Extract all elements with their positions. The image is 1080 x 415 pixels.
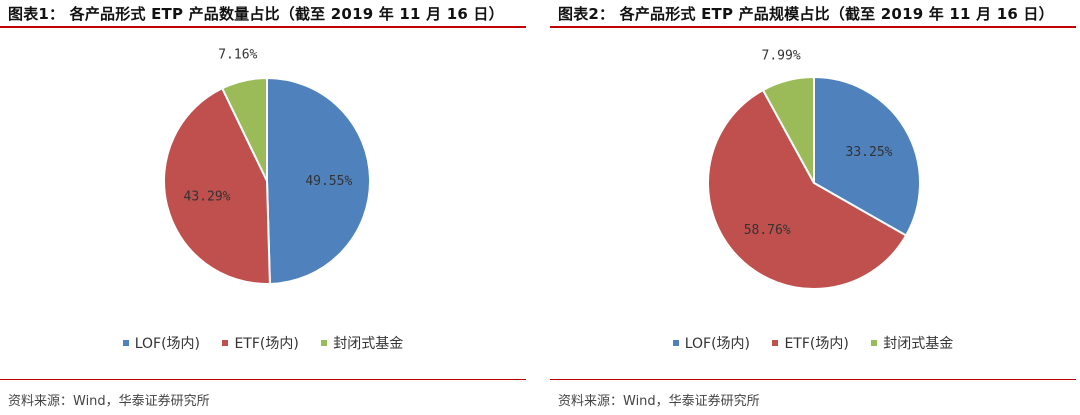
legend: LOF(场内) ETF(场内) 封闭式基金 — [550, 333, 1076, 353]
legend-label: ETF(场内) — [784, 336, 849, 352]
chart-title: 图表2： 各产品形式 ETP 产品规模占比（截至 2019 年 11 月 16 … — [558, 5, 1054, 23]
data-label: 49.55% — [305, 174, 352, 189]
legend-label: 封闭式基金 — [883, 336, 954, 352]
legend-item-closed-fund: 封闭式基金 — [321, 333, 403, 353]
legend-item-lof: LOF(场内) — [672, 333, 750, 353]
pie-chart: 49.55% 43.29% 7.16% — [163, 48, 372, 285]
legend-label: LOF(场内) — [134, 336, 200, 352]
legend-marker-green — [871, 340, 878, 346]
data-label: 7.16% — [218, 48, 257, 63]
pie-slice-etf — [707, 88, 908, 290]
pie-slice-lof — [813, 75, 921, 237]
legend-marker-red — [222, 340, 229, 346]
source-rule — [0, 379, 526, 380]
chart-panel-1: 图表1： 各产品形式 ETP 产品数量占比（截至 2019 年 11 月 16 … — [0, 0, 526, 415]
chart-panel-2: 图表2： 各产品形式 ETP 产品规模占比（截至 2019 年 11 月 16 … — [550, 0, 1076, 415]
data-label: 7.99% — [762, 49, 801, 64]
legend-item-etf: ETF(场内) — [772, 333, 849, 353]
title-rule — [0, 26, 526, 28]
data-label: 43.29% — [184, 190, 231, 205]
chart-title: 图表1： 各产品形式 ETP 产品数量占比（截至 2019 年 11 月 16 … — [8, 5, 504, 23]
pie-slice-closed-fund — [220, 76, 268, 182]
legend-marker-blue — [122, 340, 129, 346]
legend-item-etf: ETF(场内) — [222, 333, 299, 353]
data-label: 58.76% — [744, 223, 791, 238]
data-label: 33.25% — [846, 145, 893, 160]
pie-slice-lof — [266, 76, 372, 285]
legend-marker-blue — [672, 340, 679, 346]
source-note: 资料来源：Wind，华泰证券研究所 — [8, 394, 210, 409]
legend-label: ETF(场内) — [234, 336, 299, 352]
legend-marker-red — [772, 340, 779, 346]
legend-marker-green — [321, 340, 328, 346]
pie-slice-closed-fund — [761, 75, 815, 184]
legend: LOF(场内) ETF(场内) 封闭式基金 — [0, 333, 526, 353]
source-rule — [550, 379, 1076, 380]
pie-chart: 33.25% 58.76% 7.99% — [707, 49, 921, 290]
legend-label: 封闭式基金 — [333, 336, 404, 352]
pie-slice-etf — [163, 86, 271, 285]
legend-label: LOF(场内) — [684, 336, 750, 352]
title-rule — [550, 26, 1076, 28]
legend-item-lof: LOF(场内) — [122, 333, 200, 353]
source-note: 资料来源：Wind，华泰证券研究所 — [558, 394, 760, 409]
legend-item-closed-fund: 封闭式基金 — [871, 333, 953, 353]
